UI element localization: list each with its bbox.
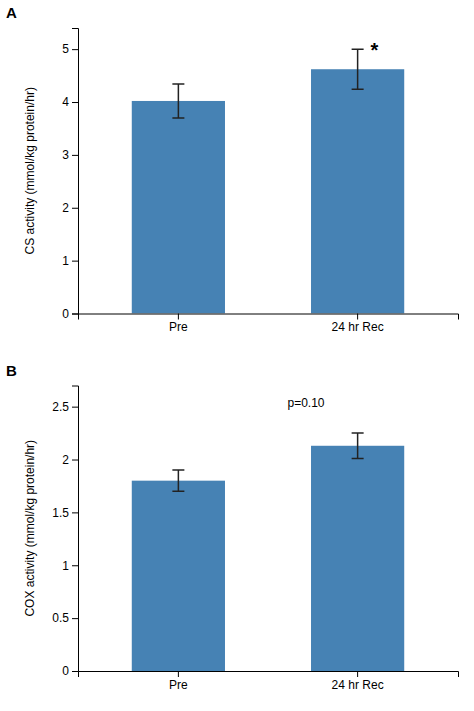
panel: 0 0.5 1 1.5 2 2.5 Pre 24 hr Rec COX activity (mm… (6, 362, 459, 692)
error-cap (172, 83, 184, 85)
y-tick-mark (72, 261, 78, 262)
y-tick-label: 0.5 (52, 611, 69, 625)
y-tick: 0 (62, 664, 78, 678)
chart: 0 1 2 3 4 5 Pre 24 hr Rec CS activity (mmol/kg p… (0, 0, 474, 711)
y-tick-label: 1.5 (52, 506, 69, 520)
x-tick: 24 hr Rec (332, 314, 384, 335)
y-tick-label: 2.5 (52, 400, 69, 414)
x-tick-mark (357, 671, 358, 677)
error-bar (172, 84, 184, 118)
error-cap (352, 89, 364, 91)
y-tick: 5 (62, 42, 78, 56)
error-cap (352, 458, 364, 460)
error-line (178, 84, 180, 118)
y-tick-label: 1 (62, 559, 69, 573)
y-tick: 1 (62, 254, 78, 268)
x-tick-label: 24 hr Rec (332, 320, 384, 334)
error-bar (352, 49, 364, 89)
y-axis-line (72, 29, 79, 315)
y-axis-line (72, 386, 79, 672)
error-line (357, 49, 359, 89)
bar (311, 69, 404, 313)
x-tick: Pre (169, 314, 188, 335)
y-tick-mark (72, 671, 78, 672)
y-tick-mark (72, 102, 78, 103)
error-cap (352, 48, 364, 50)
y-axis-title: COX activity (mmol/kg protein/hr) (23, 440, 37, 617)
y-tick-label: 0 (62, 664, 69, 678)
bar (132, 101, 225, 314)
x-axis: Pre 24 hr Rec (79, 314, 459, 335)
panel: 0 1 2 3 4 5 Pre 24 hr Rec CS activity (mmol/kg p… (6, 4, 459, 334)
y-tick-label: 4 (62, 95, 69, 109)
y-tick: 0 (62, 307, 78, 321)
y-tick: 2.5 (52, 400, 78, 414)
panel-label: B (6, 362, 17, 379)
y-tick-label: 2 (62, 453, 69, 467)
x-tick-mark (178, 671, 179, 677)
x-tick: Pre (169, 671, 188, 692)
y-tick-label: 5 (62, 42, 69, 56)
y-tick-mark (72, 460, 78, 461)
annotation: * (371, 39, 379, 61)
error-cap (352, 432, 364, 434)
y-tick-mark (72, 49, 78, 50)
y-tick: 3 (62, 148, 78, 162)
annotation: p=0.10 (287, 396, 324, 410)
x-axis: Pre 24 hr Rec (79, 671, 459, 692)
y-tick-mark (72, 314, 78, 315)
y-tick-mark (72, 407, 78, 408)
x-axis-line (79, 672, 459, 678)
x-tick-label: Pre (169, 320, 188, 334)
marks (132, 49, 404, 313)
marks (132, 433, 404, 671)
x-tick-mark (357, 314, 358, 320)
error-bar (172, 470, 184, 491)
bar (132, 481, 225, 671)
y-axis-title: CS activity (mmol/kg protein/hr) (23, 87, 37, 254)
y-axis: 0 1 2 3 4 5 (62, 29, 78, 321)
y-tick-mark (72, 208, 78, 209)
error-cap (172, 117, 184, 119)
bar (311, 446, 404, 671)
y-tick-mark (72, 618, 78, 619)
error-line (357, 433, 359, 458)
y-tick: 2 (62, 453, 78, 467)
y-tick: 4 (62, 95, 78, 109)
panel-label: A (6, 4, 17, 21)
y-tick: 0.5 (52, 611, 78, 625)
x-tick: 24 hr Rec (332, 671, 384, 692)
error-cap (172, 469, 184, 471)
error-cap (172, 490, 184, 492)
y-tick-mark (72, 512, 78, 513)
x-axis-line (79, 314, 459, 320)
y-tick-label: 0 (62, 307, 69, 321)
y-axis: 0 0.5 1 1.5 2 2.5 (52, 386, 78, 678)
y-tick: 1 (62, 559, 78, 573)
y-tick-label: 1 (62, 254, 69, 268)
y-tick-mark (72, 565, 78, 566)
error-line (178, 470, 180, 491)
x-tick-label: 24 hr Rec (332, 678, 384, 692)
y-tick-label: 2 (62, 201, 69, 215)
error-bar (352, 433, 364, 458)
x-tick-mark (178, 314, 179, 320)
y-tick: 1.5 (52, 506, 78, 520)
y-tick-mark (72, 155, 78, 156)
x-tick-label: Pre (169, 678, 188, 692)
y-tick: 2 (62, 201, 78, 215)
y-tick-label: 3 (62, 148, 69, 162)
